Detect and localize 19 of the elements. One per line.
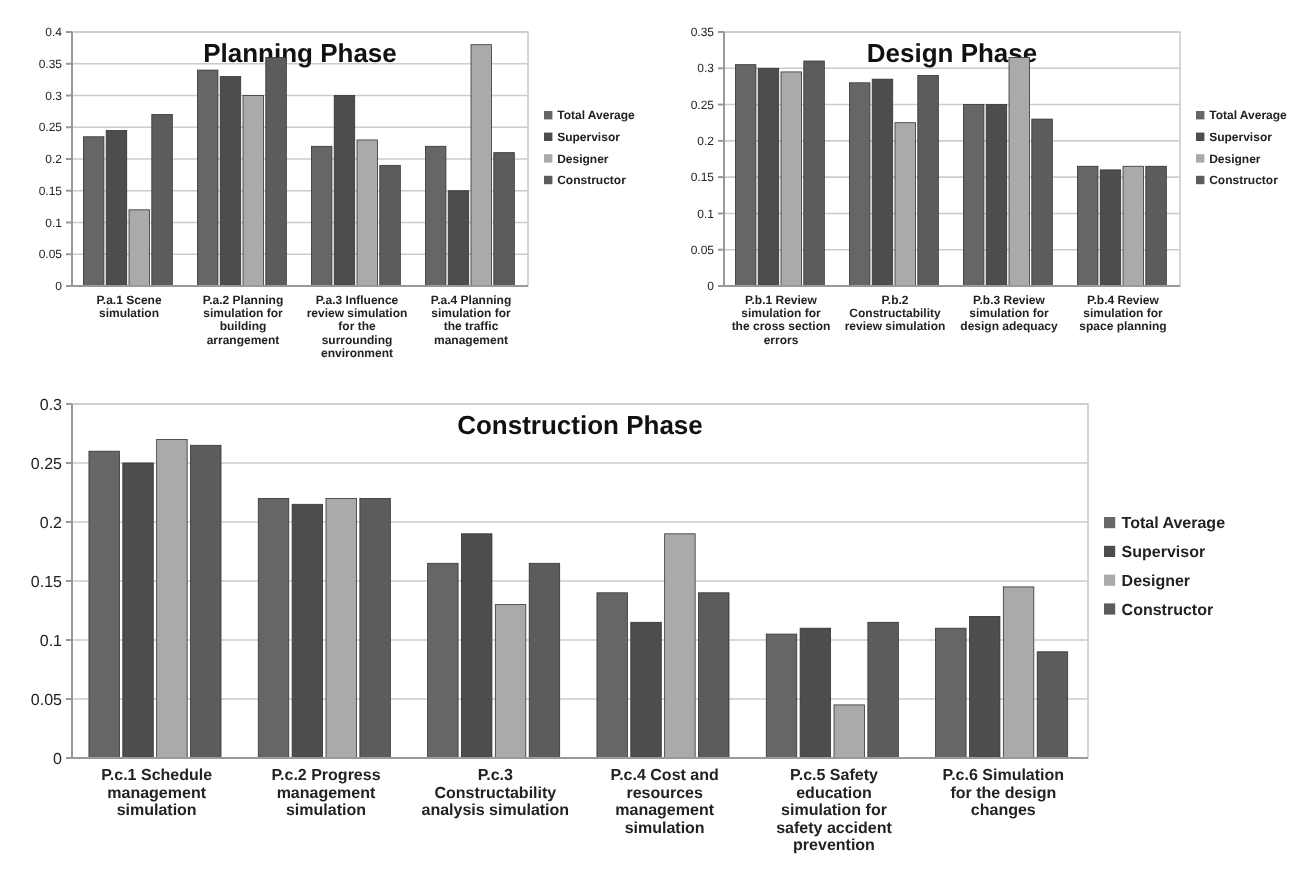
x-tick-label: P.c.4 Cost and resources management simulation (610, 766, 719, 837)
x-tick-label: P.c.5 Safety education simulation for safety accident prevention (776, 766, 893, 855)
y-tick-label: 0 (53, 749, 64, 768)
legend-label: Total Average (1121, 514, 1227, 533)
y-tick-label: 0.15 (30, 572, 64, 591)
y-tick-label: 0.1 (39, 631, 64, 650)
y-tick-label: 0.3 (39, 395, 64, 414)
legend-label: Constructor (1121, 600, 1214, 619)
chart-title: Construction Phase (457, 410, 703, 440)
legend-label: Supervisor (1121, 543, 1206, 561)
x-tick-label: P.c.3 Constructability analysis simulation (421, 766, 570, 820)
x-tick-label: P.c.6 Simulation for the design changes (942, 766, 1065, 820)
chart-title: Planning Phase (203, 38, 397, 68)
y-tick-label: 0.05 (30, 690, 64, 709)
x-tick-label: P.c.1 Schedule management simulation (101, 766, 214, 820)
x-tick-label: P.c.2 Progress management simulation (271, 766, 382, 820)
y-tick-label: 0.25 (30, 454, 64, 473)
legend-label: Designer (1121, 571, 1191, 590)
y-tick-label: 0.2 (39, 513, 64, 532)
